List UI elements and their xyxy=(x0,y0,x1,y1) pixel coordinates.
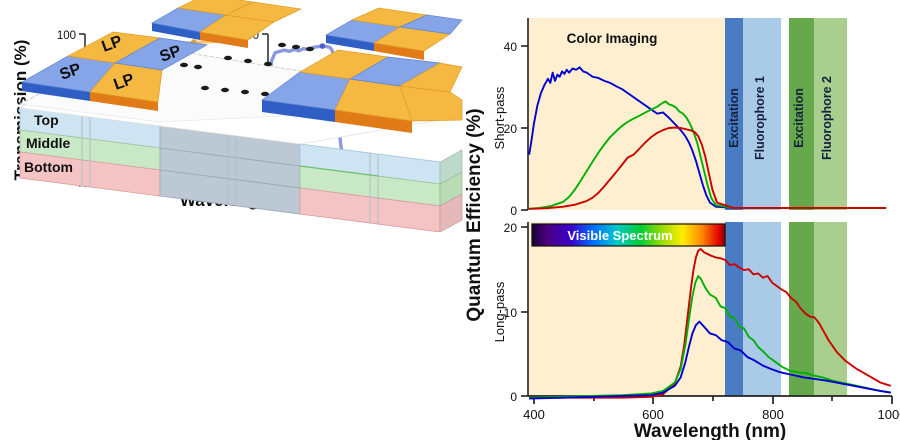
long-pass-xtick-800: 800 xyxy=(762,407,784,422)
long-pass-xticks xyxy=(533,396,893,404)
long-pass-subplot: Visible Spectrum 20 10 0 400 xyxy=(504,221,900,440)
filter-tile-cluster-rear-center xyxy=(151,0,303,48)
sp-tile-side-1 xyxy=(22,82,90,101)
band-fluorophore-1-top xyxy=(743,18,781,210)
long-pass-xtick-400: 400 xyxy=(523,407,545,422)
lp-ytick-label-100: 100 xyxy=(57,30,76,42)
qe-bottom-sublabel: Long-pass xyxy=(492,281,507,342)
long-pass-xtick-1000: 1000 xyxy=(878,407,900,422)
band-fluorophore-1-bottom xyxy=(743,222,781,396)
color-imaging-region-top xyxy=(528,18,725,210)
sp-tile-top-rr-c xyxy=(398,14,463,35)
short-pass-curves xyxy=(528,66,887,210)
band-fluorophore-2-top xyxy=(814,18,847,210)
lp-tile-top-fr-c xyxy=(399,85,463,122)
lp-tile-side-1 xyxy=(90,92,158,111)
short-pass-green-curve xyxy=(529,100,887,210)
long-pass-ytick-10: 10 xyxy=(504,306,518,320)
long-pass-yticks xyxy=(521,226,528,397)
pixel-separators xyxy=(81,116,379,224)
band-excitation-1-top xyxy=(725,18,743,210)
layer-label-top: Top xyxy=(34,112,59,128)
long-pass-ytick-20: 20 xyxy=(504,221,518,235)
filter-tile-cluster-front-right xyxy=(261,49,463,133)
filter-tile-cluster-rear-right xyxy=(324,7,463,60)
long-pass-curves xyxy=(529,248,892,400)
filter-tile-cluster-front-left: SP LP LP SP xyxy=(20,31,209,111)
visible-spectrum-bar xyxy=(531,223,726,247)
short-pass-ytick-0: 0 xyxy=(510,204,517,218)
long-pass-xtick-600: 600 xyxy=(642,407,664,422)
lp-tile-side-fr xyxy=(335,110,412,133)
lp-tile-top-rear-c xyxy=(224,1,303,23)
long-pass-red-curve xyxy=(529,248,892,399)
pixel-stack-diagram: SP LP LP SP xyxy=(0,0,470,232)
lp-tile-top-fr-d xyxy=(398,62,463,93)
quantum-efficiency-panel: Quantum Efficiency (%) Short-pass Long-p… xyxy=(460,0,900,440)
substrate-right-face xyxy=(439,149,463,232)
band-label-fluorophore-2: Fluorophore 2 xyxy=(820,76,834,160)
qe-x-axis-label: Wavelength (nm) xyxy=(634,421,786,440)
short-pass-blue-curve xyxy=(528,66,887,209)
layer-label-bottom: Bottom xyxy=(24,159,73,175)
color-imaging-region-bottom xyxy=(528,222,725,396)
band-label-excitation-1: Excitation xyxy=(727,88,741,148)
long-pass-green-curve xyxy=(529,275,891,399)
sp-tile-top-2 xyxy=(113,37,209,71)
band-label-fluorophore-1: Fluorophore 1 xyxy=(753,76,767,160)
tile-label-lp-2: LP xyxy=(112,71,137,94)
band-excitation-1-bottom xyxy=(725,222,743,396)
tile-label-sp-1: SP xyxy=(58,60,84,83)
short-pass-ytick-40: 40 xyxy=(504,40,518,54)
long-pass-ytick-0: 0 xyxy=(510,390,517,404)
sp-tile-side-rear xyxy=(152,23,200,40)
lp-tile-side-rear xyxy=(200,32,248,48)
layer-label-middle: Middle xyxy=(26,135,71,151)
band-fluorophore-2-bottom xyxy=(814,222,847,396)
pixel-stack-svg: SP LP LP SP xyxy=(18,0,463,232)
long-pass-blue-curve xyxy=(529,320,891,400)
short-pass-yticks xyxy=(521,45,528,211)
quantum-efficiency-svg: Quantum Efficiency (%) Short-pass Long-p… xyxy=(464,18,900,440)
sp-tile-side-rr xyxy=(326,35,374,51)
short-pass-ytick-20: 20 xyxy=(504,122,518,136)
band-label-excitation-2: Excitation xyxy=(792,88,806,148)
stack-body: SP LP LP SP xyxy=(18,0,463,232)
sp-data-marker xyxy=(319,43,326,49)
tile-label-lp-1: LP xyxy=(100,33,125,56)
visible-spectrum-label: Visible Spectrum xyxy=(567,228,672,243)
band-excitation-2-top xyxy=(789,18,814,210)
short-pass-red-curve xyxy=(529,126,887,210)
lp-tile-side-rr xyxy=(374,43,424,60)
green-interface-lines xyxy=(299,165,379,177)
qe-top-sublabel: Short-pass xyxy=(492,86,507,149)
qe-y-axis-label: Quantum Efficiency (%) xyxy=(464,108,485,321)
color-imaging-label: Color Imaging xyxy=(567,31,658,46)
short-pass-subplot: Excitation Fluorophore 1 Excitation Fluo… xyxy=(504,18,887,218)
right-face-bottom xyxy=(439,193,463,232)
sp-tile-side-fr xyxy=(262,100,335,122)
tile-label-sp-2: SP xyxy=(158,42,184,65)
